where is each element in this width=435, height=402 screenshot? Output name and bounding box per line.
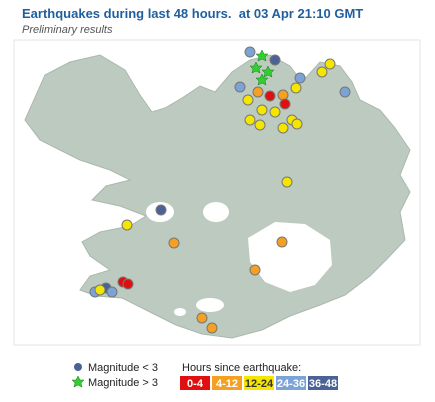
legend-hours: 4-12: [216, 378, 238, 390]
legend-hours: 12-24: [245, 378, 274, 390]
legend-swatch: [276, 376, 306, 390]
legend: Magnitude < 3 Magnitude > 3 Hours since …: [71, 362, 338, 390]
glaciers: [146, 202, 332, 316]
legend-swatch: [212, 376, 242, 390]
legend-swatch: [244, 376, 274, 390]
legend-label: Magnitude > 3: [88, 377, 158, 389]
legend-star: [71, 375, 85, 388]
legend-dot: [74, 363, 82, 371]
legend-hours: 36-48: [309, 378, 337, 390]
legend-hours: 24-36: [277, 378, 305, 390]
title: Earthquakes during last 48 hours. at 03 …: [22, 6, 364, 21]
earthquakes: [89, 46, 351, 334]
legend-label: Magnitude < 3: [88, 362, 158, 374]
legend-swatch: [180, 376, 210, 390]
subtitle: Preliminary results: [22, 24, 113, 36]
legend-hours: 0-4: [187, 378, 204, 390]
legend-swatch: [308, 376, 338, 390]
large-earthquakes: [249, 49, 275, 86]
legend-title: Hours since earthquake:: [182, 362, 301, 374]
